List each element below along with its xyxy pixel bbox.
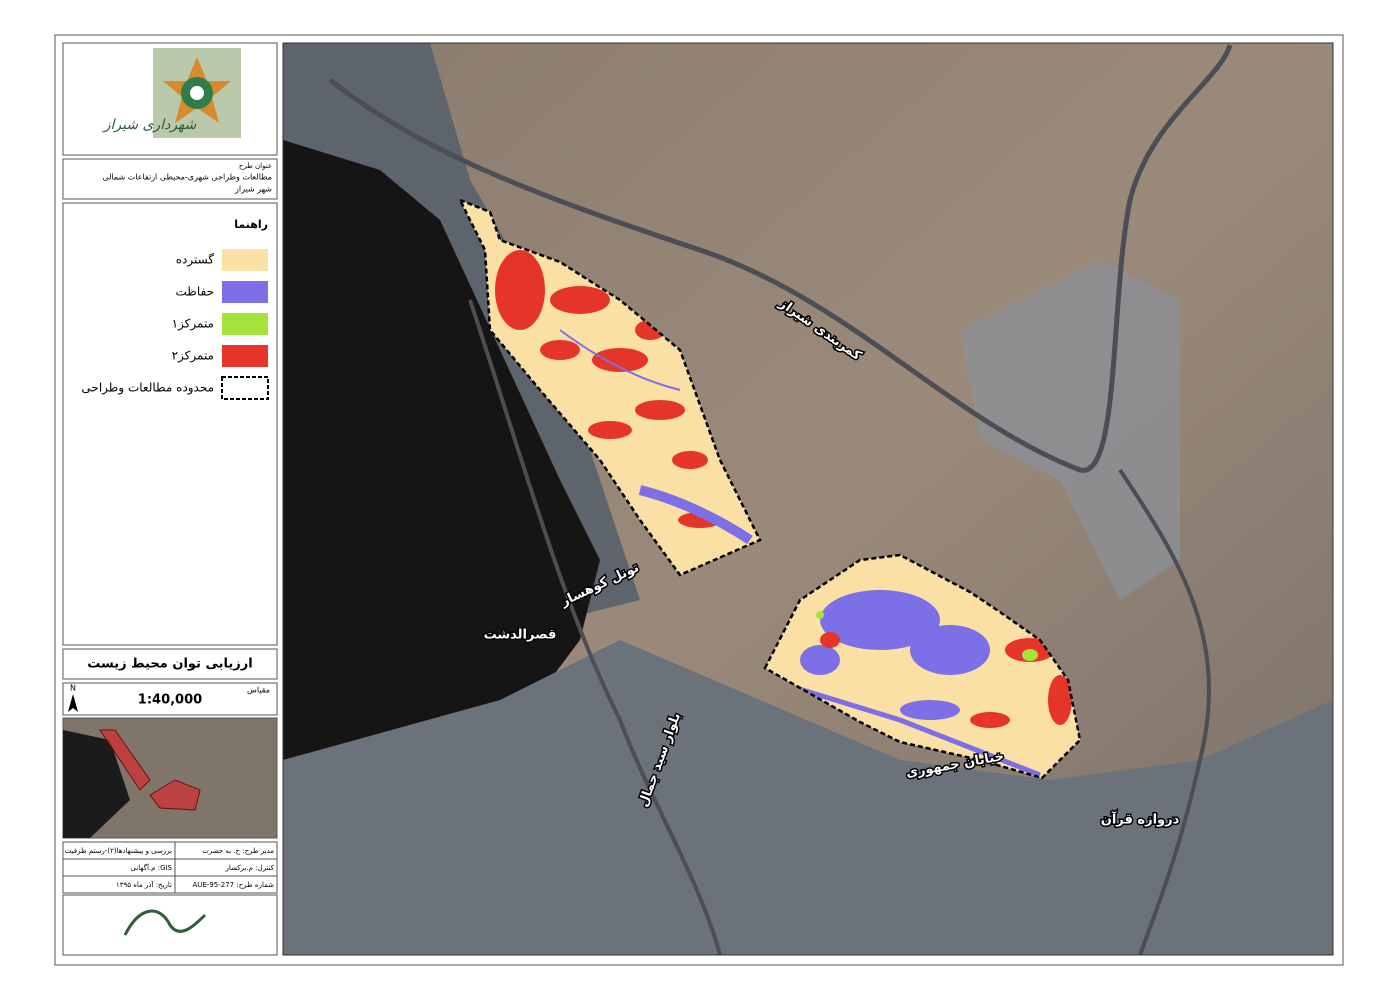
map-label: قصرالدشت [484, 628, 557, 643]
legend-swatch [222, 345, 268, 367]
logo-text: شهرداری شیراز [102, 117, 197, 133]
info-text: تاریخ: آذر ماه ۱۳۹۵ [116, 880, 172, 889]
legend-label: حفاظت [176, 285, 214, 299]
legend-box [62, 202, 278, 646]
overview-zone [149, 779, 201, 811]
info-text: مدیر طرح: خ. به حضرت [202, 847, 274, 855]
scale-label: مقیاس [247, 686, 270, 695]
info-text: شماره طرح: 277-95-AUE [192, 881, 274, 889]
consultant-logo [123, 909, 207, 936]
legend-swatch [222, 281, 268, 303]
map-label: دروازه قرآن [1101, 811, 1180, 828]
legend-swatch [222, 313, 268, 335]
legend-swatch [222, 249, 268, 271]
legend-title: راهنما [234, 218, 268, 231]
legend-label: متمرکز۲ [172, 349, 214, 364]
study-boundary [457, 197, 762, 577]
scale-box [62, 682, 278, 716]
title-box [62, 648, 278, 680]
legend-label: محدوده مطالعات وطراحی [81, 381, 214, 396]
study-boundary [763, 553, 1082, 780]
north-label: N [70, 684, 76, 693]
info-text: بررسی و پیشنهادها(۲)-رستم ظرفیت [65, 847, 172, 855]
project-city: شهر شیراز [234, 185, 272, 194]
project-title: مطالعات وطراحی شهری-محیطی ارتفاعات شمالی [102, 173, 272, 182]
logo-mark [163, 57, 231, 123]
map [283, 43, 1333, 955]
scale-value: 1:40,000 [138, 693, 202, 708]
info-table: مدیر طرح: خ. به حضرت بررسی و پیشنهادها(۲)… [62, 841, 278, 894]
info-text: GIS: م.آگهانی [131, 863, 173, 872]
overview-dark [63, 730, 130, 838]
info-text: کنترل: م.برکسار [224, 864, 274, 872]
legend-label: گسترده [176, 253, 215, 268]
legend: گسترده حفاظت متمرکز۱ متمرکز۲ محدوده مطالعات … [81, 249, 269, 400]
project-box [62, 158, 278, 200]
legend-swatch [221, 376, 269, 400]
project-label: عنوان طرح [239, 162, 272, 170]
north-arrow [68, 694, 78, 712]
legend-label: متمرکز۱ [172, 317, 214, 332]
overview-zone [99, 729, 151, 791]
map-frame [282, 42, 1334, 956]
map-title: ارزیابی توان محیط زیست [87, 657, 252, 672]
info-cell [62, 875, 176, 894]
